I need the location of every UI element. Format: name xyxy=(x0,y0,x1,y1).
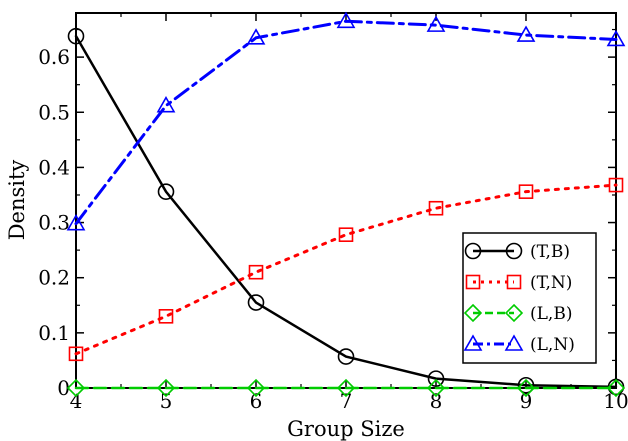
y-tick-label: 0.2 xyxy=(38,266,70,290)
data-point xyxy=(336,378,356,398)
data-point xyxy=(427,370,445,387)
data-point xyxy=(606,378,626,398)
data-point xyxy=(158,309,174,324)
data-point xyxy=(66,378,86,398)
data-point xyxy=(516,378,536,398)
legend: (T,B) (T,N) (L,B) (L,N) xyxy=(462,232,597,364)
legend-marker xyxy=(504,303,524,323)
x-tick-label: 10 xyxy=(603,389,628,413)
legend-marker xyxy=(465,274,481,290)
data-point xyxy=(606,29,626,47)
legend-marker xyxy=(464,242,482,260)
legend-marker xyxy=(504,334,524,351)
data-point xyxy=(157,183,175,200)
data-point xyxy=(156,378,176,398)
y-axis-label: Density xyxy=(5,160,29,241)
series-group xyxy=(66,11,626,398)
data-point xyxy=(156,96,176,113)
series-line-0 xyxy=(74,34,618,389)
legend-marker xyxy=(506,274,522,290)
y-tick-label: 0.1 xyxy=(38,321,70,345)
y-tick-label: 0.4 xyxy=(38,155,70,179)
legend-label: (L,N) xyxy=(530,335,575,355)
data-point xyxy=(246,28,266,45)
x-tick-label: 7 xyxy=(340,389,353,413)
data-point xyxy=(426,15,446,32)
data-point xyxy=(426,378,446,398)
legend-marker xyxy=(505,242,523,260)
data-point xyxy=(246,378,266,398)
series-line-1 xyxy=(74,183,618,356)
legend-label: (T,N) xyxy=(530,273,572,293)
data-point xyxy=(67,27,85,45)
legend-box xyxy=(462,232,597,364)
legend-label: (L,B) xyxy=(530,304,572,324)
x-tick-label: 4 xyxy=(70,389,83,413)
data-point xyxy=(336,11,356,29)
data-point xyxy=(248,264,264,280)
data-point xyxy=(517,376,535,394)
x-tick-label: 8 xyxy=(430,389,443,413)
legend-marker xyxy=(463,303,483,323)
axis-ticks: 4 5 6 7 8 9 10 0 0.1 0.2 0.3 0.4 0.5 0.6 xyxy=(38,13,628,413)
x-axis-label: Group Size xyxy=(287,417,405,441)
x-tick-label: 9 xyxy=(520,389,533,413)
data-point xyxy=(66,214,86,231)
data-point xyxy=(518,184,534,199)
x-tick-label: 6 xyxy=(250,389,263,413)
data-point xyxy=(428,200,444,216)
x-tick-label: 5 xyxy=(160,389,173,413)
y-tick-label: 0.5 xyxy=(38,100,70,124)
data-point xyxy=(68,346,84,362)
y-tick-label: 0 xyxy=(57,376,70,400)
legend-marker xyxy=(463,334,483,351)
data-point xyxy=(247,294,265,311)
data-point xyxy=(337,348,355,365)
y-tick-label: 0.6 xyxy=(38,45,70,69)
legend-label: (T,B) xyxy=(530,242,570,262)
data-point xyxy=(608,177,624,193)
data-point xyxy=(516,25,536,42)
series-line-3 xyxy=(74,19,618,226)
data-point xyxy=(338,227,354,242)
y-tick-label: 0.3 xyxy=(38,211,70,235)
